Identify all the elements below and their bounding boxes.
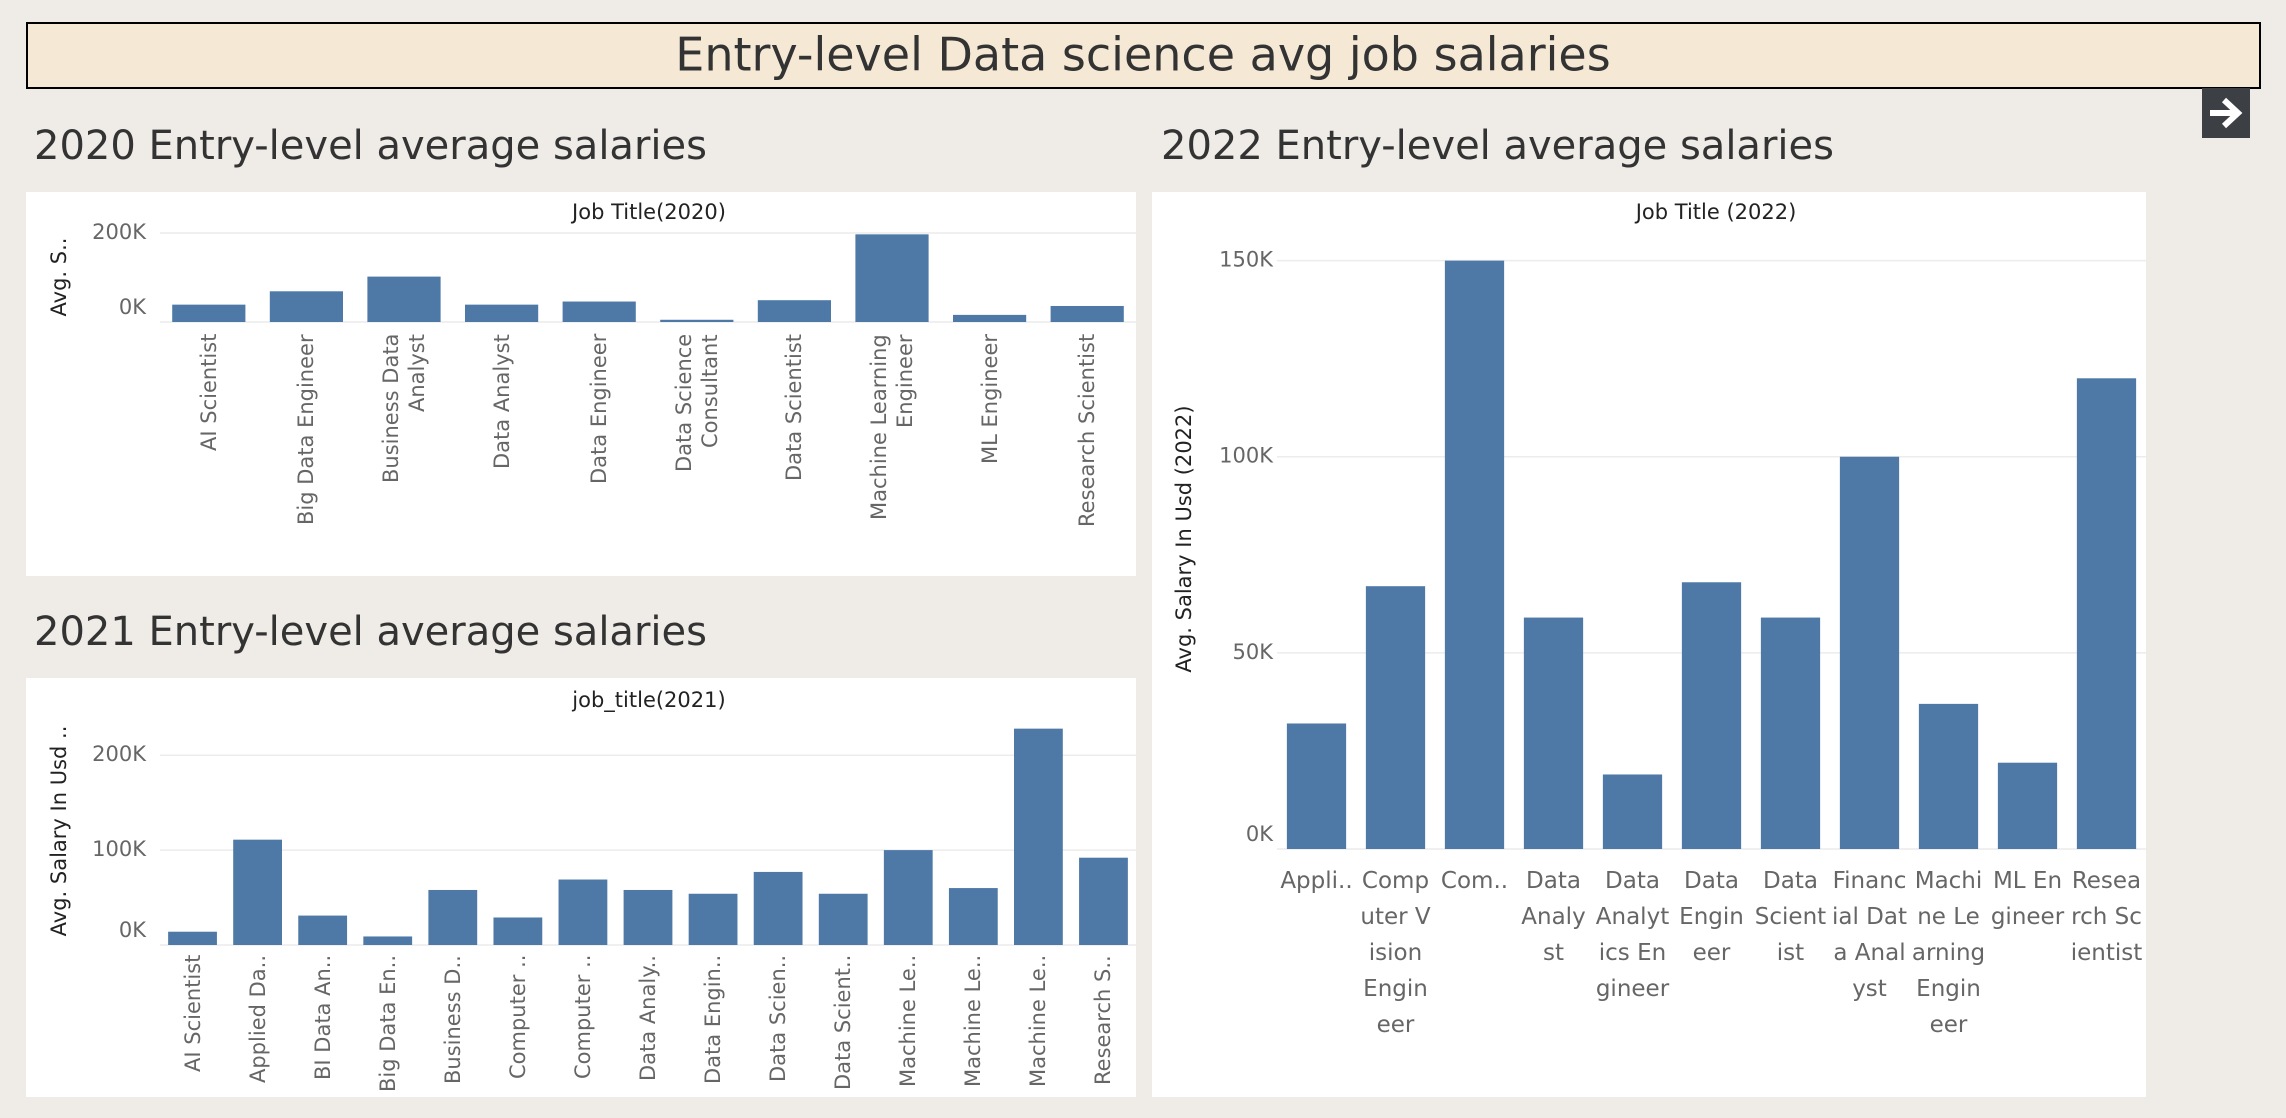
x-tick-label: Machine Le.. [1026,955,1051,1088]
x-tick-label: Machine Le.. [961,955,986,1088]
bar [1760,617,1821,849]
bar [1602,774,1663,849]
x-tick-label: AI Scientist [180,955,205,1073]
bar [269,291,343,322]
bar [883,850,933,945]
chart-title: 2020 Entry-level average salaries [34,123,707,169]
bar [1839,456,1900,849]
x-tick-label: Data Scient.. [831,955,856,1091]
bar [953,314,1027,322]
x-tick-label: Computer .. [505,955,530,1080]
bar [428,889,478,945]
x-tick-label: AI Scientist [196,334,221,452]
bar [562,301,636,322]
bar [1050,305,1124,322]
x-tick-label: Data Science Consultant [671,334,722,473]
y-tick-label: 100K [1219,444,1274,468]
bar [818,893,868,945]
x-tick-label: Data Scien.. [766,955,791,1083]
x-tick-label: Research Scientist [1075,334,1100,528]
bar [172,304,246,322]
header-box [26,22,2261,89]
x-tick-label: Data Analy.. [636,955,660,1081]
bar [367,276,441,322]
x-tick-label: Appli.. [1280,868,1353,894]
y-tick-label: 200K [92,220,147,244]
x-tick-label: Computer .. [570,955,595,1080]
x-tick-label: Data Analytics Engineer [1595,868,1670,1002]
bar [363,936,413,945]
y-axis-label: Avg. Salary In Usd (2022) [1172,405,1196,672]
bar [753,871,803,945]
x-tick-label: ML Engineer [977,334,1002,465]
bar [1918,703,1979,849]
y-axis-label: Avg. Salary In Usd .. [47,726,71,937]
x-tick-label: Com.. [1440,868,1509,894]
y-tick-label: 100K [92,837,147,861]
y-tick-label: 0K [119,295,147,319]
bar [168,931,217,945]
bar [1079,857,1128,945]
x-axis-header: Job Title (2022) [1634,200,1797,224]
x-tick-label: Machine Learning Engineer [867,334,917,520]
x-tick-label: Data Engineer [587,334,612,485]
bar [757,300,831,322]
y-tick-label: 200K [92,742,147,766]
arrow-icon[interactable] [2210,97,2243,129]
dashboard-title: Entry-level Data science avg job salarie… [675,28,1610,82]
bar [688,893,738,945]
x-tick-label: Research S.. [1091,955,1116,1085]
bar [233,839,282,945]
panel [26,192,1136,576]
bar [558,879,608,945]
bar [660,319,734,322]
x-tick-label: Business Data Analyst [379,334,429,484]
x-tick-label: Data Scientist [1754,868,1827,966]
x-tick-label: Data Analyst [1521,868,1586,966]
bar [1523,617,1584,849]
bar [1997,762,2058,849]
bar [298,915,348,945]
bar [623,889,673,945]
x-tick-label: Computer Vision Engineer [1360,868,1431,1038]
bar [493,917,543,945]
y-axis-label: Avg. S.. [47,238,71,317]
x-tick-label: Machine Learning Engineer [1911,868,1986,1038]
chart-title: 2022 Entry-level average salaries [1161,123,1834,169]
x-tick-label: Data Engineer [1679,868,1744,966]
x-tick-label: Machine Le.. [896,955,921,1088]
x-axis-header: Job Title(2020) [570,200,726,224]
x-tick-label: Research Scientist [2070,868,2143,966]
next-button[interactable] [2202,88,2250,138]
bar [1014,728,1063,945]
x-tick-label: Applied Da.. [245,955,270,1084]
x-tick-label: BI Data An.. [310,955,335,1081]
bar [1681,582,1742,849]
x-tick-label: ML Engineer [1990,868,2065,930]
bar [855,234,929,322]
bar [1444,260,1505,849]
x-tick-label: Data Scientist [782,334,807,481]
x-axis-header: job_title(2021) [571,688,725,713]
y-tick-label: 150K [1219,248,1274,272]
bar [1365,586,1426,849]
x-tick-label: Big Data Engineer [294,334,319,525]
chart-title: 2021 Entry-level average salaries [34,609,707,655]
y-tick-label: 0K [1246,822,1274,846]
x-tick-label: Business D.. [440,955,465,1084]
y-tick-label: 0K [119,918,147,942]
bar [2076,378,2137,849]
bar [465,304,539,322]
y-tick-label: 50K [1233,640,1275,664]
bar [948,888,998,945]
x-tick-label: Data Analyst [489,334,514,469]
x-tick-label: Big Data En.. [375,955,400,1092]
x-tick-label: Financial Data Analyst [1832,868,1908,1002]
bar [1286,723,1347,849]
panel [1152,192,2146,1097]
x-tick-label: Data Engin.. [701,955,726,1085]
